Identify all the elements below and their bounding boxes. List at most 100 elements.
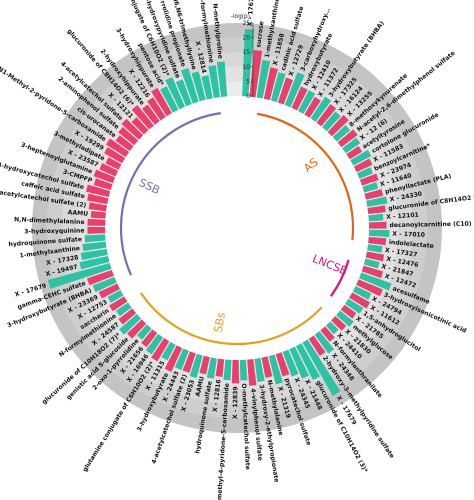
bar [359,272,392,291]
bar [284,72,305,108]
axis-tick-label: 15 [243,50,251,56]
bar-label: AAMU [67,209,88,218]
bar-label: decanoylcarnitine (C10) [389,221,471,230]
bar [325,321,339,335]
bar-label: X - 17679 [247,0,256,26]
bar [295,343,320,381]
bar [84,234,106,243]
bar [93,178,113,191]
bar [121,118,144,140]
bar [93,169,116,184]
bar [256,59,271,99]
bar [174,348,189,370]
bar [346,145,363,160]
bar [308,335,326,357]
bar [331,316,347,331]
bar [361,265,384,279]
axis-tick-label: 0 [246,94,250,100]
bar-label: X - 12839 [232,386,239,419]
bar-label: X - 17010 [392,231,425,239]
bar [359,173,379,186]
bar [336,310,354,327]
bar [366,196,388,207]
bar [88,202,107,212]
bar [337,129,358,148]
bar [302,339,341,396]
bar [277,77,293,105]
bar-label: X - 12101 [386,212,419,221]
bar-label: X - 17327 [384,247,417,259]
bar [160,86,179,113]
bar-label: 3-hydroxyquinine [24,227,84,235]
bar [322,111,341,132]
bar [147,97,166,121]
bar [85,184,111,198]
bar [368,221,387,229]
bar [206,357,217,379]
axis-tick-label: 25 [243,21,251,27]
bar [118,126,139,146]
bar [247,358,257,386]
group-arc [139,292,323,346]
bar-label: X - 12816 [212,379,223,412]
bar [254,357,265,383]
group-arc [119,112,222,276]
bar [356,279,383,297]
bar [109,296,128,312]
bar [320,326,335,342]
bar [145,333,164,355]
bar [261,356,273,378]
bar [82,241,107,252]
bar [368,213,384,222]
bar [364,189,384,200]
bar [127,319,147,339]
bar [131,117,149,135]
bar [291,86,308,111]
bar [327,115,349,137]
group-arc [329,259,350,297]
bar [304,96,321,118]
bar [368,237,387,246]
bar [249,50,263,98]
bar [357,167,374,179]
bar [215,358,225,377]
bar [270,72,286,103]
bar [367,205,386,215]
bar [310,96,332,122]
bar [340,304,357,319]
bar-label: AAMU [195,376,207,398]
bar-label: N,N-dimethylalanine [14,216,85,226]
bar [115,135,134,152]
bar [137,324,152,340]
bar [182,351,196,373]
bar [268,354,283,385]
bar [242,28,255,97]
bar [362,182,379,193]
bar [350,149,372,166]
bar [161,341,176,361]
bar [189,353,203,379]
bar [142,104,160,125]
bar [119,314,141,335]
bar [87,218,106,226]
bar [263,67,278,101]
bar [275,352,290,377]
bar [353,158,373,173]
bar [151,87,172,117]
group-arc [256,112,355,241]
bar [98,283,120,299]
bar [367,244,383,253]
bar [201,75,213,100]
bar [104,147,126,164]
bar [223,359,232,381]
axis-title: -log(p) [231,14,250,20]
axis-tick-label: 20 [243,36,251,42]
bar [80,248,108,261]
bar [363,258,380,269]
bar [106,138,130,158]
bar [47,263,112,289]
bar [181,68,199,104]
bar [332,125,351,142]
